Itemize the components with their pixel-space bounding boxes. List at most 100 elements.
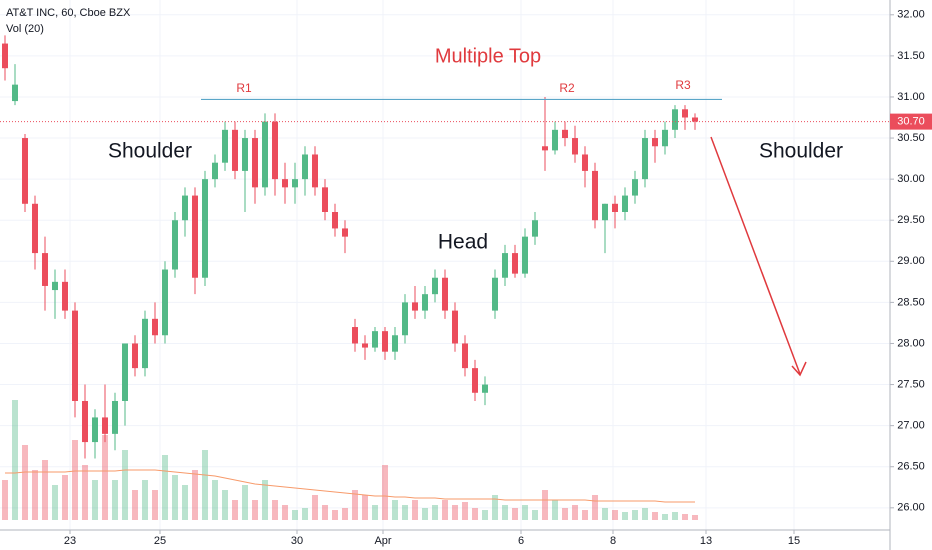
candle-body: [112, 400, 118, 434]
candle-body: [162, 269, 168, 336]
volume-bar: [62, 475, 68, 520]
y-tick-label: 30.00: [897, 173, 925, 185]
arrow-head: [791, 361, 807, 377]
head-label: Head: [438, 231, 488, 254]
candle-body: [662, 129, 668, 147]
volume-bar: [592, 495, 598, 520]
volume-bar: [192, 470, 198, 520]
y-tick-label: 29.50: [897, 214, 925, 226]
volume-bar: [492, 495, 498, 520]
volume-bar: [292, 510, 298, 520]
candle-body: [492, 277, 498, 311]
x-tick-label: 13: [700, 535, 712, 547]
candle-body: [532, 220, 538, 237]
volume-bar: [222, 490, 228, 520]
candle-body: [322, 187, 328, 212]
candle-body: [422, 294, 428, 311]
candle-body: [332, 212, 338, 229]
volume-bar: [682, 514, 688, 520]
candle-body: [562, 129, 568, 139]
volume-bar: [212, 480, 218, 520]
y-tick-label: 27.00: [897, 420, 925, 432]
candle-body: [282, 179, 288, 188]
candle-body: [202, 179, 208, 278]
candle-body: [82, 400, 88, 443]
candle-body: [412, 302, 418, 311]
candle-body: [132, 343, 138, 369]
r-label: R2: [559, 81, 575, 95]
candle-body: [92, 417, 98, 443]
candle-body: [362, 343, 368, 348]
x-tick-label: 6: [518, 535, 524, 547]
volume-bar: [32, 470, 38, 520]
candle-body: [632, 179, 638, 196]
volume-bar: [392, 500, 398, 520]
candle-body: [612, 203, 618, 212]
volume-bar: [482, 510, 488, 520]
volume-bar: [642, 508, 648, 520]
y-tick-label: 28.00: [897, 337, 925, 349]
candle-body: [62, 281, 68, 311]
volume-bar: [252, 500, 258, 520]
candle-body: [482, 384, 488, 393]
volume-bar: [582, 510, 588, 520]
volume-bar: [512, 508, 518, 520]
volume-bar: [72, 440, 78, 520]
candle-body: [582, 154, 588, 171]
candle-body: [192, 195, 198, 278]
r-label: R3: [675, 78, 691, 92]
y-tick-label: 30.50: [897, 132, 925, 144]
r-label: R1: [236, 81, 252, 95]
candle-body: [32, 203, 38, 254]
y-tick-label: 26.00: [897, 502, 925, 514]
volume-bar: [572, 505, 578, 520]
volume-bar: [552, 500, 558, 520]
volume-bar: [452, 505, 458, 520]
volume-bar: [532, 510, 538, 520]
candle-body: [232, 129, 238, 171]
candle-body: [152, 318, 158, 336]
y-tick-label: 31.50: [897, 50, 925, 62]
volume-bar: [412, 500, 418, 520]
candle-body: [52, 281, 58, 291]
candle-body: [12, 84, 18, 102]
volume-bar: [632, 510, 638, 520]
candle-body: [342, 228, 348, 237]
volume-bar: [22, 445, 28, 520]
y-tick-label: 29.00: [897, 255, 925, 267]
candle-body: [512, 253, 518, 274]
candle-body: [182, 195, 188, 221]
volume-bar: [672, 512, 678, 520]
candle-body: [692, 117, 698, 122]
candle-body: [272, 121, 278, 180]
x-tick-label: 15: [788, 535, 800, 547]
volume-bar: [262, 480, 268, 520]
candle-body: [392, 335, 398, 352]
volume-bar: [152, 490, 158, 520]
volume-bar: [172, 475, 178, 520]
candle-body: [652, 138, 658, 147]
volume-bar: [82, 465, 88, 520]
volume-bar: [432, 505, 438, 520]
candle-body: [302, 154, 308, 180]
volume-ma: [5, 469, 695, 503]
y-tick-label: 26.50: [897, 461, 925, 473]
volume-bar: [12, 400, 18, 520]
candle-body: [552, 129, 558, 151]
candle-body: [252, 138, 258, 188]
volume-bar: [202, 450, 208, 520]
candle-body: [542, 146, 548, 151]
candle-body: [312, 154, 318, 188]
volume-label: Vol (20): [6, 23, 44, 35]
y-tick-label: 31.00: [897, 91, 925, 103]
volume-bar: [132, 490, 138, 520]
shoulder-label: Shoulder: [759, 140, 843, 163]
volume-bar: [462, 502, 468, 520]
volume-bar: [2, 480, 8, 520]
candle-body: [72, 310, 78, 401]
volume-bar: [602, 508, 608, 520]
volume-pane: [2, 400, 698, 520]
volume-bar: [502, 505, 508, 520]
candle-body: [672, 109, 678, 130]
